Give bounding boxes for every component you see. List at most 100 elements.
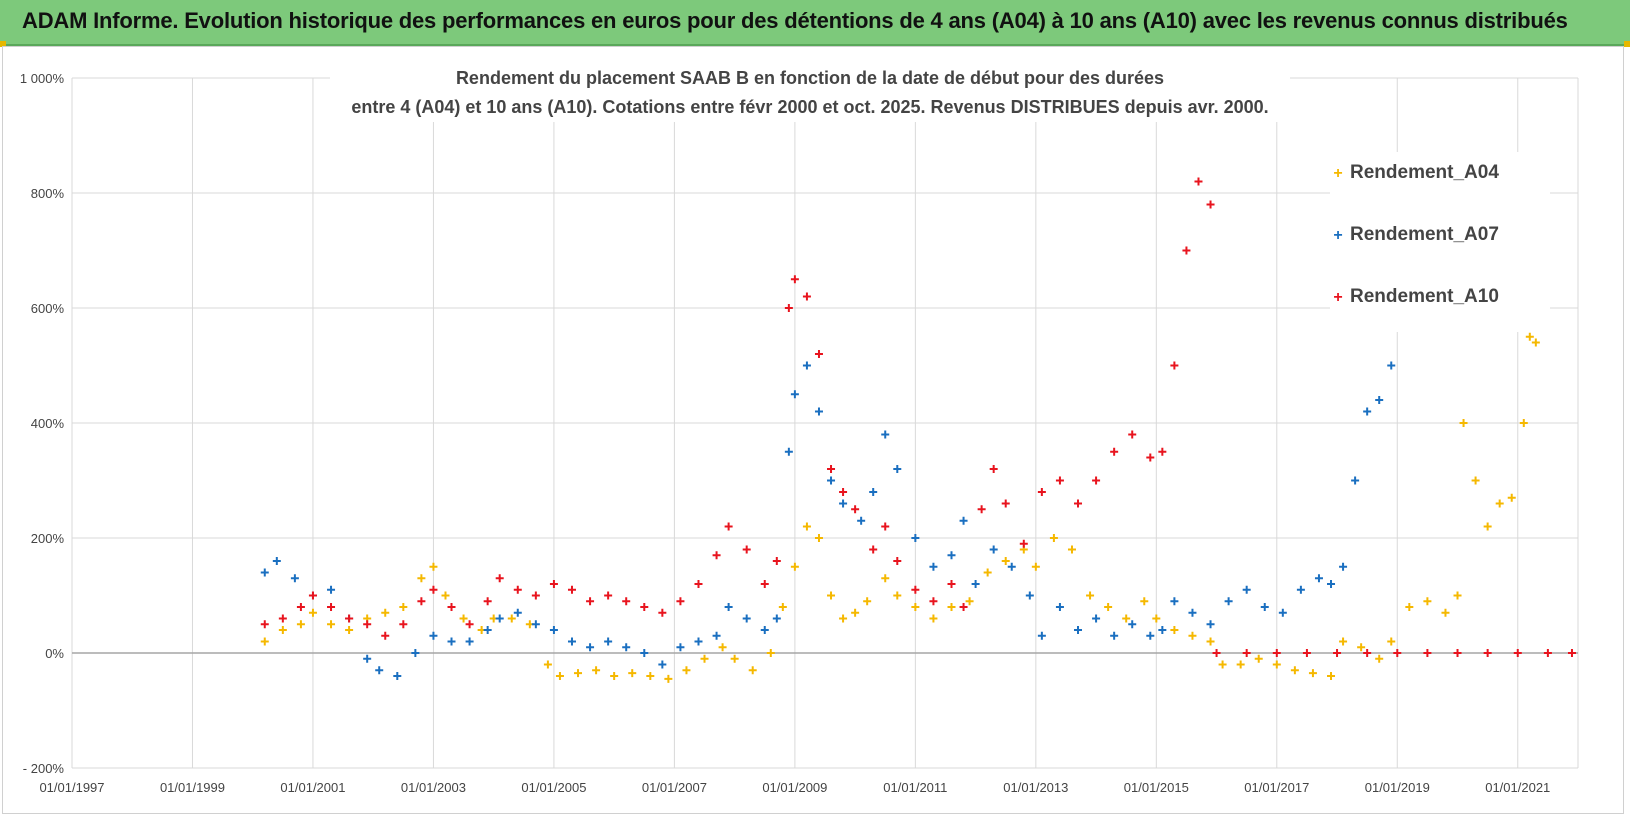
data-point-a04: [260, 637, 269, 646]
data-point-a10: [814, 350, 823, 358]
data-point-a10: [1242, 649, 1251, 657]
data-point-a04: [399, 603, 408, 611]
data-point-a04: [1405, 603, 1414, 611]
data-point-a10: [465, 620, 474, 629]
x-tick-label: 01/01/2009: [762, 780, 827, 795]
data-point-a04: [748, 666, 757, 675]
data-point-a10: [676, 597, 685, 606]
data-point-a07: [784, 447, 793, 456]
data-point-a07: [604, 637, 613, 646]
data-point-a04: [1188, 631, 1197, 640]
data-point-a10: [1182, 246, 1191, 255]
data-point-a04: [947, 603, 956, 611]
data-point-a04: [345, 626, 354, 634]
data-point-a10: [712, 551, 721, 560]
data-point-a04: [278, 626, 287, 634]
data-point-a10: [308, 591, 317, 600]
data-point-a10: [947, 580, 956, 588]
data-point-a10: [881, 522, 890, 531]
data-point-a04: [778, 603, 787, 611]
data-point-a04: [507, 614, 516, 623]
legend-item-a10: + Rendement_A10: [1330, 286, 1499, 316]
x-tick-label: 01/01/2001: [280, 780, 345, 795]
x-tick-label: 01/01/2019: [1365, 780, 1430, 795]
data-point-a04: [881, 574, 890, 583]
y-tick-label: 0%: [45, 646, 64, 661]
data-point-a07: [327, 585, 336, 594]
data-point-a04: [851, 608, 860, 617]
data-point-a04: [1327, 672, 1336, 680]
data-point-a04: [381, 608, 390, 617]
data-point-a07: [971, 580, 980, 588]
data-point-a04: [1339, 637, 1348, 646]
data-point-a04: [1218, 660, 1227, 669]
data-point-a10: [399, 620, 408, 629]
data-point-a07: [513, 608, 522, 617]
axis-layer: 01/01/1997 01/01/1999 01/01/2001 01/01/2003…: [20, 71, 1550, 795]
data-point-a07: [531, 620, 540, 629]
data-point-a10: [1567, 649, 1576, 657]
data-point-a07: [1025, 591, 1034, 600]
data-point-a10: [1272, 649, 1281, 657]
data-point-a07: [959, 516, 968, 525]
data-point-a04: [718, 643, 727, 652]
data-point-a07: [1158, 626, 1167, 634]
data-point-a04: [327, 620, 336, 629]
data-point-a07: [1296, 585, 1305, 594]
data-point-a04: [1290, 666, 1299, 675]
data-point-a04: [983, 568, 992, 577]
data-point-a04: [1459, 419, 1468, 427]
data-point-a07: [1375, 396, 1384, 404]
x-tick-label: 01/01/1997: [39, 780, 104, 795]
data-point-a10: [790, 275, 799, 284]
data-point-a04: [592, 666, 601, 675]
data-point-a10: [429, 585, 438, 594]
data-point-a10: [802, 292, 811, 301]
data-point-a10: [483, 597, 492, 606]
data-point-a07: [869, 488, 878, 496]
data-point-a10: [1037, 488, 1046, 496]
data-point-a07: [1055, 603, 1064, 611]
data-point-a07: [1128, 620, 1137, 629]
data-point-a04: [1254, 654, 1263, 663]
data-point-a07: [814, 407, 823, 416]
data-point-a10: [549, 580, 558, 588]
data-point-a04: [1507, 493, 1516, 502]
data-point-a10: [694, 580, 703, 588]
data-point-a10: [1363, 649, 1372, 657]
data-point-a10: [622, 597, 631, 606]
data-point-a04: [1049, 534, 1058, 542]
data-point-a04: [1453, 591, 1462, 600]
data-point-a07: [393, 672, 402, 680]
data-point-a10: [1146, 453, 1155, 462]
data-point-a04: [459, 614, 468, 623]
data-point-a10: [1423, 649, 1432, 657]
legend-item-a07: + Rendement_A07: [1330, 224, 1499, 254]
data-point-a07: [363, 654, 372, 663]
y-tick-label: 1 000%: [20, 71, 65, 86]
data-point-a10: [911, 585, 920, 594]
chart-title-line-1: Rendement du placement SAAB B en fonctio…: [455, 68, 1165, 88]
y-tick-label: 800%: [31, 186, 65, 201]
data-point-a04: [664, 674, 673, 683]
data-point-a10: [1206, 200, 1215, 209]
data-point-a10: [1543, 649, 1552, 657]
data-point-a04: [1236, 660, 1245, 669]
data-point-a07: [640, 649, 649, 657]
data-point-a04: [1357, 643, 1366, 652]
data-point-a04: [1519, 419, 1528, 427]
data-point-a04: [766, 649, 775, 657]
data-point-a10: [1513, 649, 1522, 657]
data-point-a10: [1128, 430, 1137, 439]
data-point-a10: [1393, 649, 1402, 657]
data-point-a04: [1387, 637, 1396, 646]
data-point-a07: [929, 562, 938, 571]
data-point-a10: [381, 631, 390, 640]
y-tick-label: 600%: [31, 301, 65, 316]
data-point-a10: [567, 585, 576, 594]
data-point-a10: [989, 465, 998, 473]
data-point-a07: [1188, 608, 1197, 617]
data-point-a04: [965, 597, 974, 606]
x-tick-label: 01/01/1999: [160, 780, 225, 795]
corner-marker-left: [0, 41, 6, 47]
